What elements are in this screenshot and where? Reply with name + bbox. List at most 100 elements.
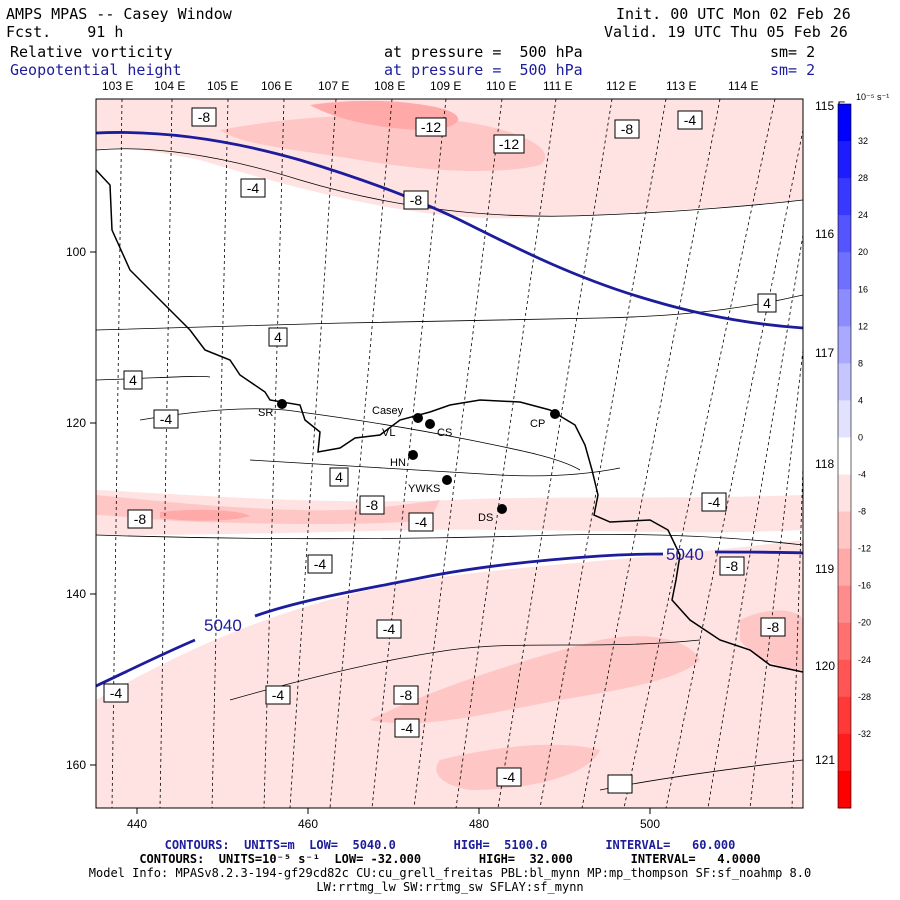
- y-tick-label: 160: [66, 758, 86, 772]
- y-axis: 100 120 140 160: [66, 245, 96, 772]
- footer-line1-high: HIGH= 5100.0: [453, 838, 548, 852]
- contour-label: -8: [719, 556, 745, 576]
- stations: SR Casey VL CS CP HN YWKS DS: [258, 399, 560, 524]
- svg-text:4: 4: [335, 469, 343, 485]
- valid-time: Valid. 19 UTC Thu 05 Feb 26: [604, 24, 848, 40]
- svg-text:-12: -12: [499, 136, 519, 152]
- footer-line1-interval: INTERVAL= 60.000: [605, 838, 736, 852]
- svg-text:-4: -4: [708, 494, 721, 510]
- contour-label: -12: [493, 134, 525, 154]
- y-tick-label: 140: [66, 587, 86, 601]
- lon-label: 112 E: [606, 79, 636, 93]
- station-label: VL: [382, 427, 395, 439]
- x-tick-label: 480: [469, 817, 489, 831]
- svg-text:-8: -8: [621, 121, 634, 137]
- contour-label: -8: [760, 617, 786, 637]
- colorbar-swatch: [838, 696, 851, 735]
- colorbar-swatch: [838, 437, 851, 476]
- colorbar-tick-label: -12: [858, 544, 871, 554]
- contour-label: -4: [265, 685, 291, 705]
- forecast-hour: Fcst. 91 h: [6, 24, 123, 40]
- y-tick-label: 100: [66, 245, 86, 259]
- footer-line2-high: HIGH= 32.000: [478, 852, 573, 866]
- contour-label: -4: [701, 492, 727, 512]
- colorbar-tick-label: 12: [858, 321, 868, 331]
- station-marker: [408, 450, 418, 460]
- vorticity-contours: [96, 148, 803, 791]
- init-value: 00 UTC Mon 02 Feb 26: [670, 5, 851, 23]
- field1-name: Relative vorticity: [10, 43, 173, 61]
- contour-label: -8: [393, 685, 419, 705]
- footer-line1-label: CONTOURS: UNITS=m LOW= 5040.0: [164, 838, 396, 852]
- station-marker: [413, 413, 423, 423]
- lon-label: 111 E: [543, 79, 573, 93]
- lon-label: 110 E: [486, 79, 516, 93]
- footer-line2-label: CONTOURS: UNITS=10⁻⁵ s⁻¹ LOW= -32.000: [139, 852, 422, 866]
- height-labels: 5040 5040: [204, 545, 704, 635]
- svg-text:-8: -8: [134, 511, 147, 527]
- lon-label: 105 E: [207, 79, 238, 93]
- lon-label: 108 E: [374, 79, 405, 93]
- colorbar-tick-label: -16: [858, 581, 871, 591]
- contour-label: -4: [394, 718, 420, 738]
- svg-text:-4: -4: [314, 556, 327, 572]
- field1-smoothing: sm= 2: [770, 43, 816, 61]
- field2-pressure: at pressure = 500 hPa: [384, 61, 583, 79]
- top-longitude-labels: 103 E 104 E 105 E 106 E 107 E 108 E 109 …: [102, 79, 758, 93]
- height-label: 5040: [204, 616, 242, 635]
- svg-text:-8: -8: [410, 192, 423, 208]
- colorbar-tick-label: 24: [858, 210, 868, 220]
- init-time: Init. 00 UTC Mon 02 Feb 26: [616, 6, 851, 22]
- svg-text:-4: -4: [503, 769, 516, 785]
- contour-label: [607, 774, 633, 794]
- contour-label: -12: [415, 117, 447, 137]
- field2-name: Geopotential height: [10, 61, 182, 79]
- colorbar-tick-label: -32: [858, 729, 871, 739]
- height-contours: [96, 131, 803, 688]
- station-label: DS: [478, 512, 493, 524]
- contour-labels: -8 -12 -12 -8 -4 -4 -8 4 4 4 -4 4 -8 -8 …: [103, 107, 786, 794]
- coastline: [96, 169, 803, 673]
- colorbar-swatch: [838, 326, 851, 364]
- x-tick-label: 460: [298, 817, 318, 831]
- contour-label: -4: [376, 619, 402, 639]
- colorbar-swatch: [838, 770, 851, 809]
- colorbar-tick-label: 16: [858, 284, 868, 294]
- station-marker: [277, 399, 287, 409]
- colorbar-unit: 10⁻⁵ s⁻¹: [856, 92, 889, 102]
- colorbar-tick-label: -20: [858, 618, 871, 628]
- contour-label: 4: [757, 293, 777, 313]
- fcst-value: 91 h: [87, 23, 124, 41]
- svg-text:-4: -4: [415, 514, 428, 530]
- contour-label: -4: [153, 409, 179, 429]
- fcst-label: Fcst.: [6, 23, 52, 41]
- contour-label: -4: [677, 110, 703, 130]
- colorbar-swatch: [838, 548, 851, 587]
- station-marker: [425, 419, 435, 429]
- svg-text:-4: -4: [272, 687, 285, 703]
- y-tick-label: 120: [66, 416, 86, 430]
- svg-text:-8: -8: [366, 497, 379, 513]
- contour-label: -8: [359, 495, 385, 515]
- footer-model-info: Model Info: MPASv8.2.3-194-gf29cd82c CU:…: [88, 866, 812, 880]
- colorbar-border: [837, 103, 852, 809]
- colorbar: [837, 103, 852, 809]
- colorbar-swatch: [838, 733, 851, 772]
- lon-label: 107 E: [318, 79, 349, 93]
- colorbar-swatch: [838, 585, 851, 624]
- colorbar-swatch: [838, 474, 851, 513]
- contour-label: -4: [103, 683, 129, 703]
- colorbar-tick-label: 20: [858, 247, 868, 257]
- colorbar-swatch: [838, 289, 851, 327]
- init-label: Init.: [616, 5, 662, 23]
- model-title: AMPS MPAS -- Casey Window: [6, 5, 232, 23]
- colorbar-tick-label: 8: [858, 358, 863, 368]
- x-tick-label: 500: [640, 817, 660, 831]
- contour-label: 4: [329, 467, 349, 487]
- height-label: 5040: [666, 545, 704, 564]
- contour-label: -8: [614, 119, 640, 139]
- lon-label: 106 E: [261, 79, 292, 93]
- contour-label: -8: [403, 190, 429, 210]
- svg-text:-4: -4: [684, 112, 697, 128]
